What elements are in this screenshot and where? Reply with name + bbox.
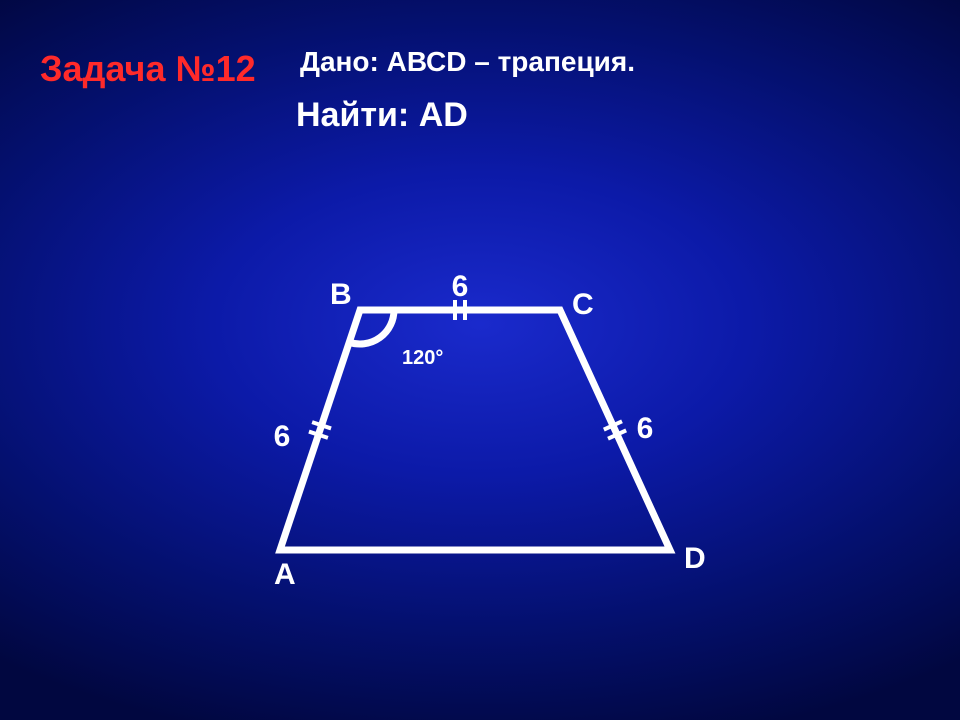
side-label-ab: 6 (274, 420, 291, 453)
find-target: АD (419, 96, 468, 134)
vertex-label-c: С (572, 288, 594, 321)
angle-label: 120° (402, 347, 443, 369)
trapezoid-outline (280, 310, 670, 550)
side-label-bc: 6 (452, 270, 469, 303)
given-text: Дано: АВСD – трапеция. (300, 46, 635, 78)
find-text: Найти: АD (296, 96, 468, 135)
problem-title: Задача №12 (40, 48, 256, 90)
slide: Задача №12 Дано: АВСD – трапеция. Найти:… (0, 0, 960, 720)
trapezoid-diagram: 120° 6 6 6 А В С D (230, 220, 730, 600)
vertex-label-d: D (684, 542, 706, 575)
vertex-label-a: А (274, 558, 296, 591)
find-prefix: Найти: (296, 96, 419, 134)
side-label-cd: 6 (637, 412, 654, 445)
vertex-label-b: В (330, 278, 352, 311)
